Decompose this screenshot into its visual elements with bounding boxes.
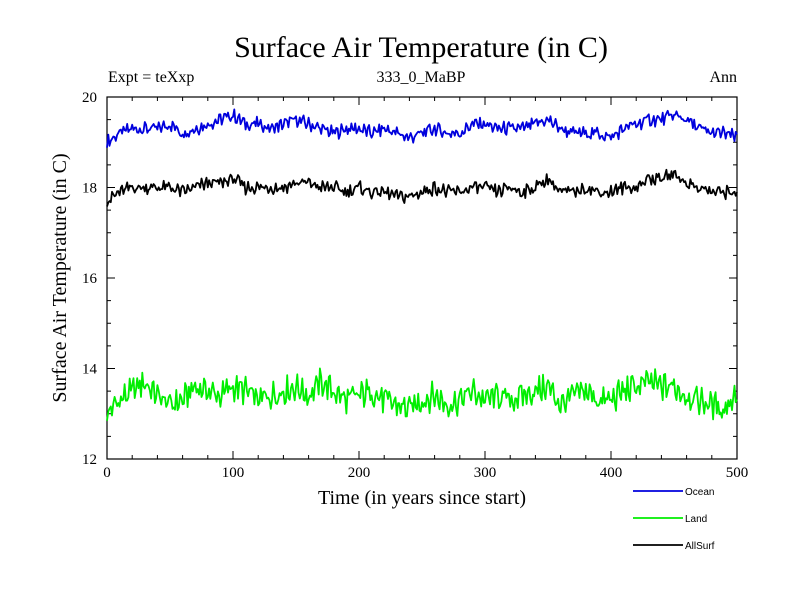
x-tick-label: 400: [600, 465, 623, 481]
y-tick-label: 16: [82, 271, 98, 287]
legend: Ocean Land AllSurf: [633, 487, 715, 552]
x-tick-label: 0: [103, 465, 111, 481]
season-label: Ann: [709, 69, 737, 86]
axis-ticks: 0 100 200 300 400 500 12 14 16 18 20: [82, 90, 748, 481]
y-tick-label: 20: [82, 90, 97, 106]
series-line-ocean: [106, 108, 738, 148]
x-tick-label: 100: [222, 465, 245, 481]
y-tick-label: 12: [82, 452, 97, 468]
y-tick-label: 18: [82, 181, 97, 197]
x-tick-label: 200: [348, 465, 371, 481]
experiment-label: Expt = teXxp: [108, 69, 194, 86]
legend-label-land: Land: [685, 514, 707, 525]
series-line-allsurf: [106, 168, 738, 207]
chart-subtitle: 333_0_MaBP: [377, 69, 466, 86]
x-tick-label: 300: [474, 465, 497, 481]
x-axis-label: Time (in years since start): [318, 487, 526, 509]
x-tick-label: 500: [726, 465, 749, 481]
series-line-land: [106, 367, 738, 421]
legend-label-allsurf: AllSurf: [685, 541, 715, 552]
y-axis-label: Surface Air Temperature (in C): [49, 153, 71, 402]
y-tick-label: 14: [82, 362, 98, 378]
legend-label-ocean: Ocean: [685, 487, 714, 498]
series-lines: [106, 108, 738, 421]
chart-title: Surface Air Temperature (in C): [234, 31, 608, 64]
